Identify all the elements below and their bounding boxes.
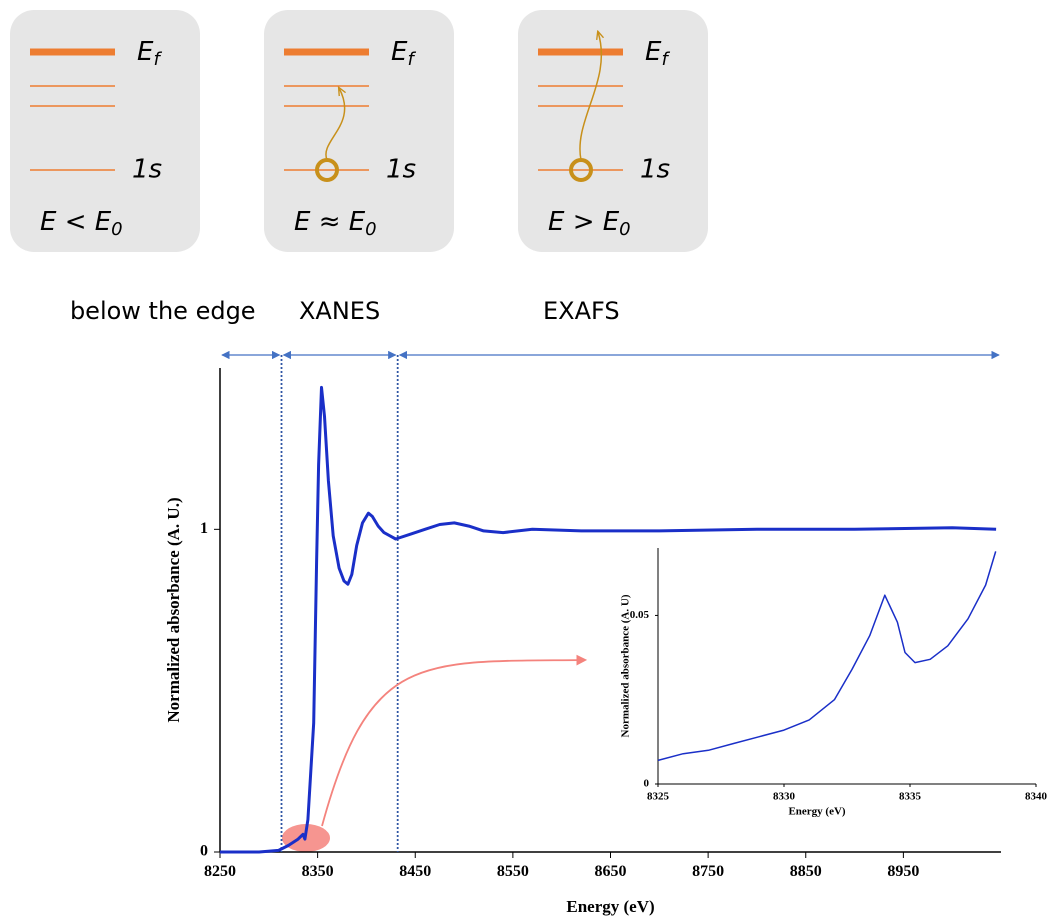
condition-label-sub: 0 (619, 219, 630, 240)
x-tick-label: 8340 (1025, 790, 1048, 802)
inset-chart: 8325 8330 8335 8340 0 0.05 Energy (eV) Normaliz… (620, 548, 1048, 818)
fermi-label: Ef (391, 37, 416, 71)
x-tick-label: 8550 (497, 863, 529, 880)
condition-label-main: E ≈ E (294, 207, 366, 237)
core-label: 1s (386, 155, 416, 185)
y-tick-label: 0 (644, 778, 650, 790)
core-label: 1s (132, 155, 162, 185)
excitation-arrow (325, 88, 345, 161)
fermi-label-sub: f (153, 49, 162, 70)
data-line (220, 385, 997, 854)
x-tick-label: 8350 (302, 863, 334, 880)
panel-box (264, 10, 454, 252)
level-panel: Ef 1s E > E0 (518, 10, 708, 252)
x-tick-label: 8650 (595, 863, 627, 880)
panel-box (518, 10, 708, 252)
x-tick-label: 8850 (790, 863, 822, 880)
condition-label-sub: 0 (111, 219, 122, 240)
y-axis-label: Normalized absorbance (A. U.) (164, 497, 183, 722)
condition-label: E < E0 (40, 207, 123, 241)
x-tick-label: 8950 (887, 863, 919, 880)
condition-label-main: E > E (548, 207, 620, 237)
excitation-arrow (579, 32, 601, 161)
core-label: 1s (640, 155, 670, 185)
data-line (657, 551, 997, 762)
x-tick-label: 8325 (647, 790, 670, 802)
fermi-label-main: E (645, 37, 662, 67)
y-axis-label: Normalized absorbance (A. U) (620, 594, 632, 737)
y-tick-label: 1 (200, 520, 208, 537)
condition-label-main: E < E (40, 207, 112, 237)
zoom-connector (321, 654, 588, 827)
fermi-label-main: E (137, 37, 154, 67)
level-panel: Ef 1s E < E0 (10, 10, 200, 252)
y-tick-label: 0 (200, 843, 208, 860)
panel-box (10, 10, 200, 252)
fermi-label: Ef (137, 37, 162, 71)
condition-label-sub: 0 (365, 219, 376, 240)
x-tick-label: 8330 (773, 790, 796, 802)
region-label: below the edge (70, 297, 256, 325)
x-axis-label: Energy (eV) (566, 897, 654, 916)
y-tick-label: 0.05 (630, 609, 650, 621)
fermi-label-sub: f (661, 49, 670, 70)
condition-label: E > E0 (548, 207, 631, 241)
level-panel: Ef 1s E ≈ E0 (264, 10, 454, 252)
x-tick-label: 8250 (204, 863, 236, 880)
region-label: XANES (299, 297, 380, 325)
region-label: EXAFS (543, 297, 620, 325)
fermi-label-sub: f (407, 49, 416, 70)
x-tick-label: 8750 (692, 863, 724, 880)
condition-label: E ≈ E0 (294, 207, 377, 241)
fermi-label-main: E (391, 37, 408, 67)
x-axis-label: Energy (eV) (788, 806, 845, 818)
x-tick-label: 8335 (899, 790, 922, 802)
fermi-label: Ef (645, 37, 670, 71)
main-chart: 8250 8350 8450 8550 8650 8750 8850 8950 0 1 Energy… (70, 297, 1001, 916)
x-tick-label: 8450 (399, 863, 431, 880)
